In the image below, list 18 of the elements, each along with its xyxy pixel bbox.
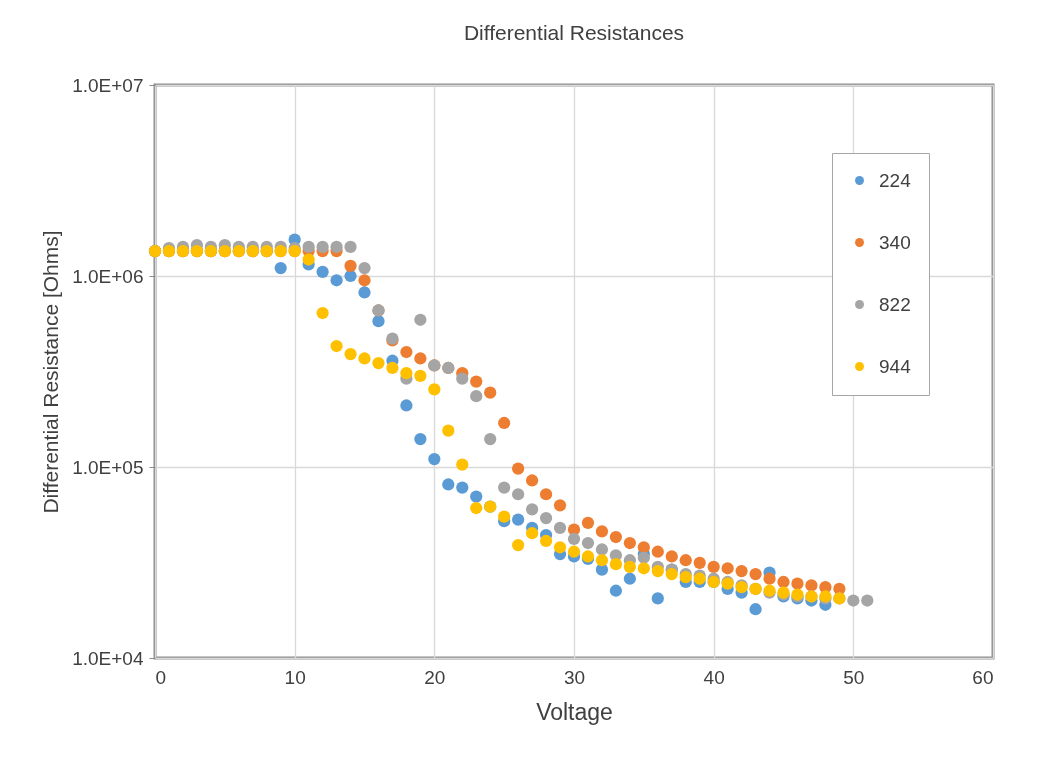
y-tick-label: 1.0E+04 [72,647,144,669]
x-tick-label: 60 [972,666,994,688]
y-tick-label: 1.0E+07 [72,74,144,96]
y-axis-title: Differential Resistance [Ohms] [39,230,63,514]
x-tick-label: 0 [155,666,167,688]
x-tick-label: 20 [424,666,446,688]
x-tick-label: 10 [284,666,306,688]
x-tick-label: 40 [703,666,725,688]
legend-label: 944 [879,355,912,377]
legend-label: 224 [879,169,912,191]
legend-label: 822 [879,293,911,315]
legend-label: 340 [879,231,911,253]
x-tick-label: 50 [843,666,865,688]
x-axis-title: Voltage [536,698,613,725]
y-tick-label: 1.0E+06 [72,265,144,287]
chart-title: Differential Resistances [463,21,685,44]
x-tick-label: 30 [563,666,586,688]
y-tick-label: 1.0E+05 [72,456,144,478]
